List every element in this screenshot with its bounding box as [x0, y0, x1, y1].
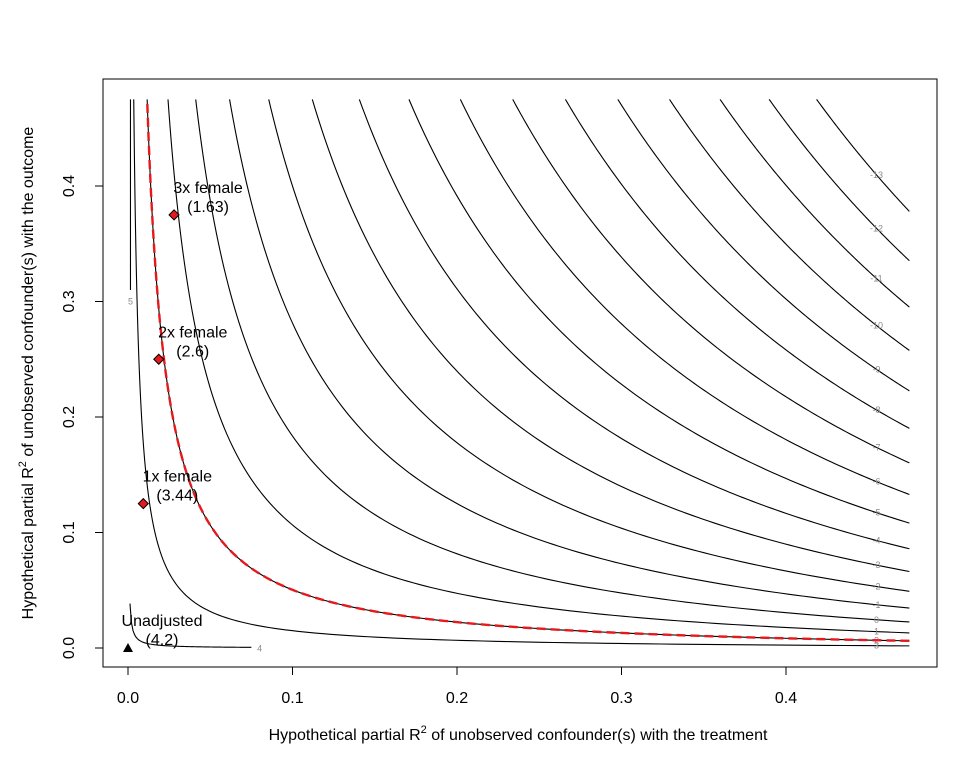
benchmark-points: Unadjusted (4.2) 1x female (3.44) 2x female (… [122, 180, 243, 652]
contour-level-1 [167, 99, 910, 634]
y-tick-label: 0.4 [61, 175, 78, 197]
contour-label: -6 [872, 477, 880, 487]
contour-label: 4 [257, 643, 262, 653]
1x-female-label: 1x female [143, 469, 212, 486]
y-tick-label: 0.1 [61, 521, 78, 543]
2x-female-marker [153, 353, 165, 365]
contour-level-neg4 [358, 99, 910, 550]
contour-level-neg7 [512, 99, 910, 464]
contour-label: 5 [128, 297, 133, 307]
1x-female-value: (3.44) [156, 488, 198, 505]
x-axis-label: Hypothetical partial R2 of unobserved co… [269, 724, 768, 744]
contour-label: -5 [872, 508, 880, 518]
unadjusted-label: Unadjusted [122, 613, 203, 630]
2x-female-label: 2x female [158, 324, 227, 341]
x-tick-label: 0.0 [117, 690, 139, 707]
unadjusted-value: (4.2) [146, 632, 179, 649]
y-tick-label: 0.0 [61, 637, 78, 659]
contour-label: 1 [874, 627, 879, 637]
contour-label: -8 [872, 405, 880, 415]
contour-label: -2 [872, 582, 880, 592]
y-tick-label: 0.3 [61, 290, 78, 312]
contour-label: -7 [872, 442, 880, 452]
contour-level-neg13 [816, 99, 910, 212]
y-tick-label: 0.2 [61, 406, 78, 428]
contour-level-neg2 [268, 99, 910, 592]
contour-label: -13 [870, 170, 883, 180]
contour-level-neg11 [719, 99, 910, 308]
x-tick-label: 0.4 [775, 690, 797, 707]
contour-label: -9 [872, 364, 880, 374]
contour-label: -12 [870, 223, 883, 233]
3x-female-label: 3x female [173, 180, 242, 197]
contour-level-0 [195, 99, 910, 623]
x-tick-label: 0.2 [446, 690, 468, 707]
2x-female-value: (2.6) [176, 343, 209, 360]
contour-label: -4 [872, 535, 880, 545]
3x-female-marker [168, 209, 180, 221]
contour-level-neg5 [408, 99, 910, 524]
contour-level-4 [129, 603, 252, 648]
contour-level-neg10 [669, 99, 910, 351]
plot-frame [102, 78, 938, 668]
contour-level-neg3 [311, 99, 910, 573]
contour-level-2 [146, 99, 910, 642]
unadjusted-marker [123, 643, 133, 652]
y-axis: 0.0 0.1 0.2 0.3 0.4 [61, 175, 104, 659]
contour-label: -3 [872, 560, 880, 570]
contour-level-neg1 [229, 99, 910, 609]
x-tick-label: 0.1 [281, 690, 303, 707]
contour-level-neg9 [617, 99, 910, 392]
1x-female-marker [137, 497, 150, 510]
contour-label: -10 [870, 321, 883, 331]
contour-level-3 [133, 99, 910, 647]
contour-level-neg12 [768, 99, 910, 262]
contour-level-neg8 [564, 99, 910, 429]
threshold-line [145, 99, 910, 643]
3x-female-value: (1.63) [187, 199, 229, 216]
contour-label: -1 [872, 600, 880, 610]
threshold-curve [145, 99, 910, 643]
contour-label: 3 [874, 641, 879, 651]
contour-lines [129, 99, 910, 648]
y-axis-label: Hypothetical partial R2 of unobserved co… [17, 127, 37, 620]
contour-level-neg6 [459, 99, 910, 495]
x-tick-label: 0.3 [610, 690, 632, 707]
contour-label: 0 [874, 615, 879, 625]
contour-label: -11 [870, 274, 882, 284]
x-axis: 0.0 0.1 0.2 0.3 0.4 [117, 666, 797, 707]
